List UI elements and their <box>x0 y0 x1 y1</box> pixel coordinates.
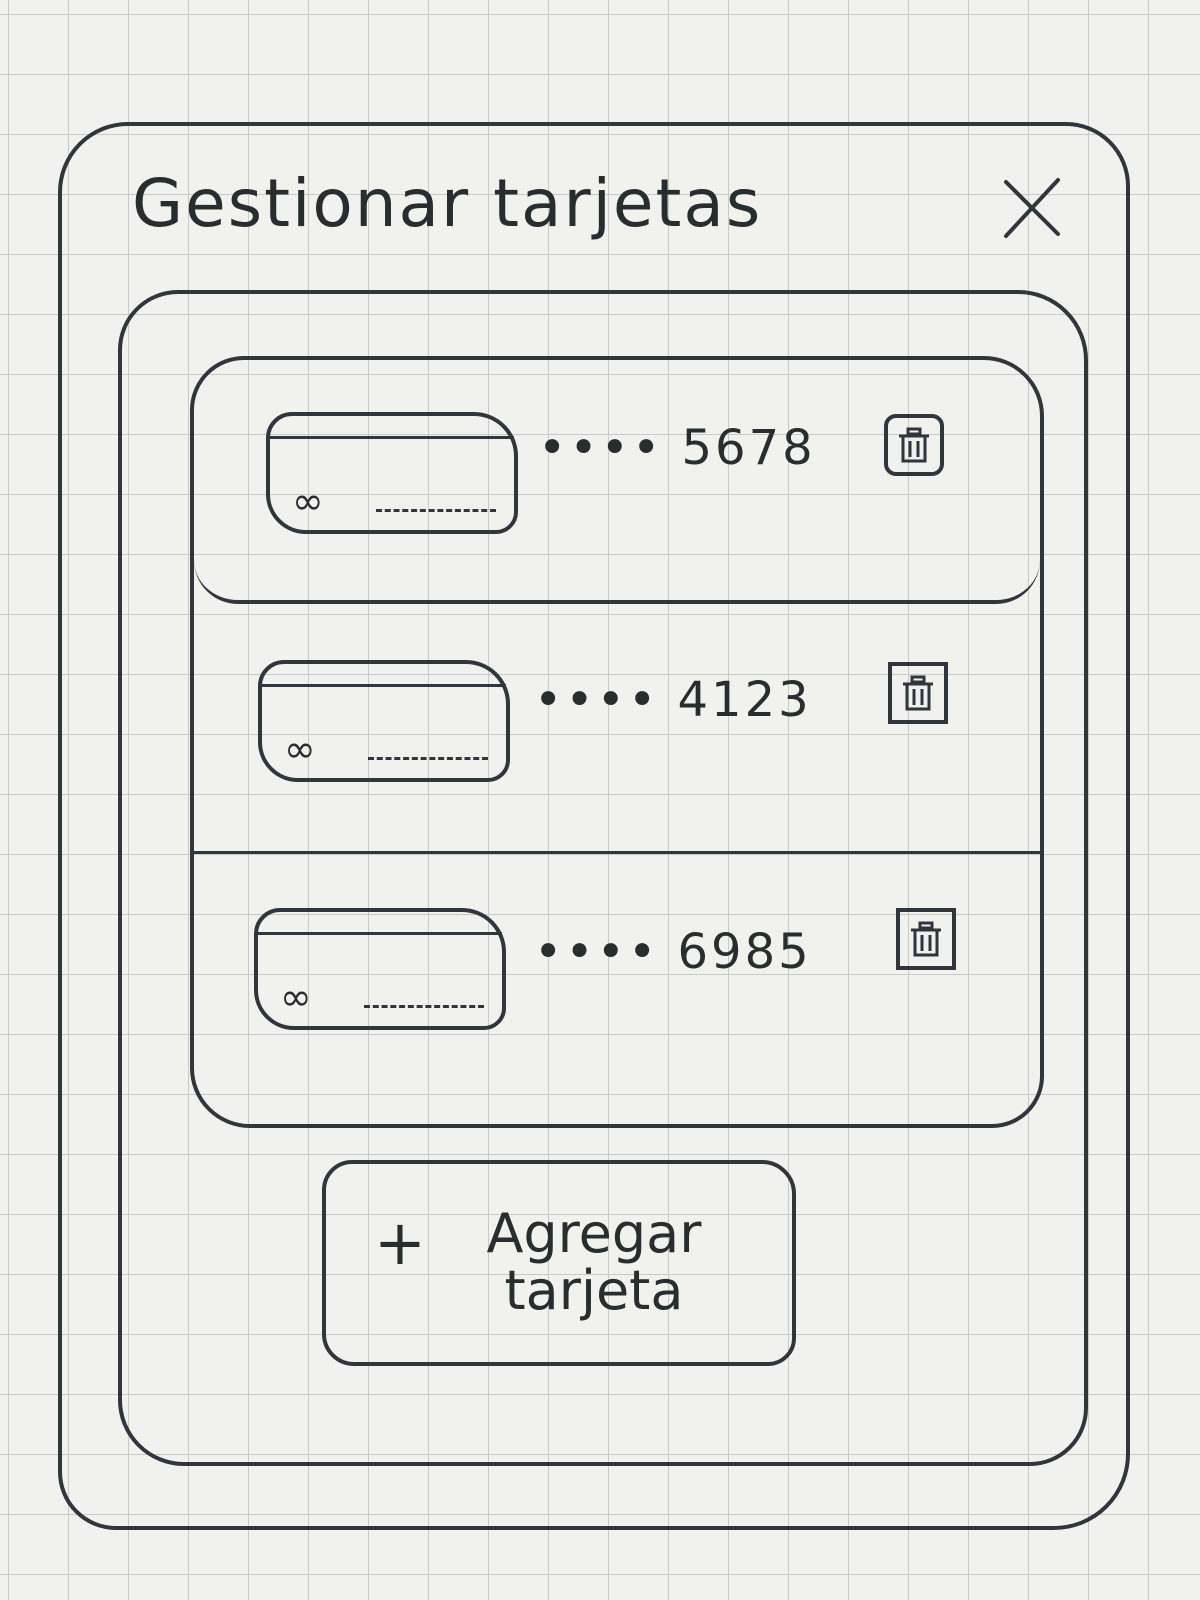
card-number: •••• 6985 <box>534 924 812 980</box>
add-card-label: Agregar tarjeta <box>486 1202 702 1322</box>
trash-icon <box>903 675 933 711</box>
card-dashes <box>368 757 488 760</box>
card-brand-logo: ∞ <box>292 479 324 523</box>
close-icon <box>1004 178 1060 238</box>
card-item[interactable]: ∞ •••• 4123 <box>194 604 1040 854</box>
card-brand-logo: ∞ <box>280 975 312 1019</box>
add-card-button[interactable]: + Agregar tarjeta <box>322 1160 796 1366</box>
card-thumbnail: ∞ <box>266 412 518 534</box>
card-thumbnail: ∞ <box>254 908 506 1030</box>
cards-panel <box>118 290 1088 1466</box>
card-stripe <box>258 932 502 935</box>
delete-card-button[interactable] <box>896 908 956 970</box>
close-button[interactable] <box>1000 176 1064 240</box>
card-stripe <box>262 684 506 687</box>
plus-icon: + <box>374 1206 426 1279</box>
delete-card-button[interactable] <box>884 414 944 476</box>
trash-icon <box>911 921 941 957</box>
trash-icon <box>899 427 929 463</box>
card-stripe <box>270 436 514 439</box>
card-number: •••• 5678 <box>538 420 816 476</box>
manage-cards-modal <box>58 122 1130 1530</box>
card-brand-logo: ∞ <box>284 727 316 771</box>
card-item[interactable]: ∞ •••• 5678 <box>194 360 1040 604</box>
modal-title: Gestionar tarjetas <box>132 165 763 242</box>
card-item[interactable]: ∞ •••• 6985 <box>194 854 1040 1104</box>
card-number: •••• 4123 <box>534 672 812 728</box>
delete-card-button[interactable] <box>888 662 948 724</box>
card-dashes <box>376 509 496 512</box>
card-dashes <box>364 1005 484 1008</box>
card-thumbnail: ∞ <box>258 660 510 782</box>
card-list: ∞ •••• 5678 ∞ •••• 4123 <box>190 356 1044 1128</box>
